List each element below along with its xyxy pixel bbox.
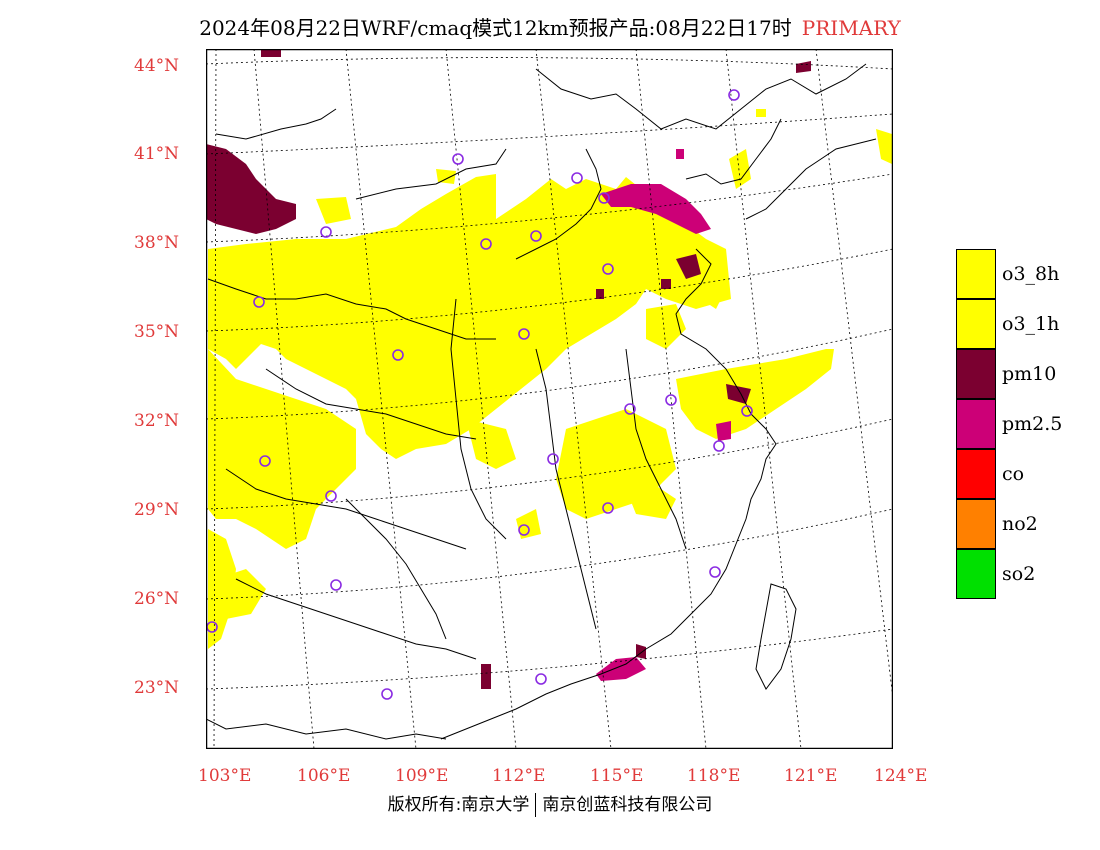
lon-label-115: 115°E <box>590 766 644 786</box>
boundaries <box>206 63 877 740</box>
footer-right: 南京创蓝科技有限公司 <box>542 795 713 815</box>
lat-label-32: 32°N <box>134 411 180 431</box>
station-markers <box>206 89 753 700</box>
lat-label-38: 38°N <box>134 233 180 253</box>
footer-divider <box>535 793 537 817</box>
legend-label: so2 <box>1002 563 1036 585</box>
pm25-shading <box>596 149 731 681</box>
lon-label-103: 103°E <box>198 766 252 786</box>
legend-label: pm10 <box>1002 363 1057 385</box>
graticule <box>206 49 893 749</box>
lat-label-35: 35°N <box>134 322 180 342</box>
title-main: 2024年08月22日WRF/cmaq模式12km预报产品:08月22日17时 <box>199 16 792 40</box>
legend-swatch <box>956 549 996 599</box>
lon-label-112: 112°E <box>492 766 546 786</box>
footer-left: 版权所有:南京大学 <box>387 795 530 815</box>
forecast-map <box>206 49 893 749</box>
lat-label-29: 29°N <box>134 500 180 520</box>
lon-label-118: 118°E <box>687 766 741 786</box>
lat-label-41: 41°N <box>134 144 180 164</box>
legend-swatch <box>956 499 996 549</box>
legend-swatch <box>956 349 996 399</box>
legend-swatch <box>956 249 996 299</box>
legend-swatch <box>956 449 996 499</box>
map-title: 2024年08月22日WRF/cmaq模式12km预报产品:08月22日17时 P… <box>0 12 1100 41</box>
legend-label: no2 <box>1002 513 1038 535</box>
legend-label: o3_1h <box>1002 313 1060 335</box>
lon-label-121: 121°E <box>784 766 838 786</box>
lon-label-109: 109°E <box>395 766 449 786</box>
lat-label-26: 26°N <box>134 589 180 609</box>
lon-label-106: 106°E <box>297 766 351 786</box>
legend-label: pm2.5 <box>1002 413 1063 435</box>
copyright-footer: 版权所有:南京大学 南京创蓝科技有限公司 <box>0 790 1100 817</box>
legend-label: o3_8h <box>1002 263 1060 285</box>
title-tag: PRIMARY <box>801 16 901 40</box>
pm10-shading <box>206 49 811 689</box>
legend-label: co <box>1002 463 1025 485</box>
o3-shading <box>208 109 892 649</box>
lon-label-124: 124°E <box>874 766 928 786</box>
lat-label-23: 23°N <box>134 678 180 698</box>
legend-swatch <box>956 299 996 349</box>
lat-label-44: 44°N <box>134 56 180 76</box>
legend-swatch <box>956 399 996 449</box>
